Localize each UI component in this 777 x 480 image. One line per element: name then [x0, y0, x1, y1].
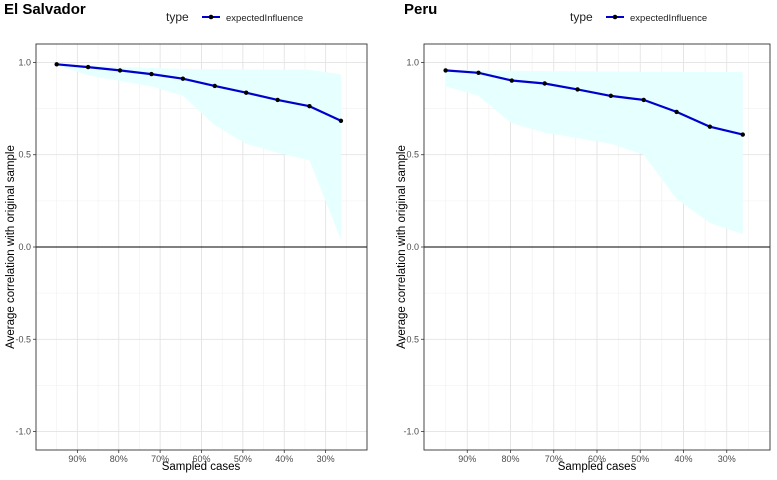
legend: type expectedInfluence — [570, 10, 707, 24]
x-tick-label: 70% — [545, 454, 563, 464]
data-point — [476, 70, 481, 75]
x-tick-label: 80% — [110, 454, 128, 464]
data-point — [575, 87, 580, 92]
x-tick-label: 60% — [588, 454, 606, 464]
y-tick-label: -0.5 — [403, 334, 419, 344]
series-line — [56, 63, 342, 122]
y-tick-label: 0.0 — [406, 242, 419, 252]
data-point — [509, 78, 514, 83]
y-tick-label: 0.5 — [18, 150, 31, 160]
y-tick-label: 1.0 — [18, 57, 31, 67]
data-point — [443, 68, 448, 73]
data-point — [307, 103, 312, 109]
data-point — [117, 68, 123, 73]
data-point — [674, 109, 679, 115]
confidence-band — [445, 69, 743, 235]
y-axis-title: Average correlation with original sample — [396, 145, 408, 349]
x-axis-title: Sampled cases — [162, 461, 241, 473]
legend-key-point — [612, 14, 618, 20]
series-line — [445, 69, 744, 136]
x-tick-label: 30% — [718, 454, 736, 464]
data-point — [149, 71, 154, 77]
data-point — [707, 124, 713, 129]
legend-title: type — [570, 10, 593, 24]
legend-title: type — [166, 10, 189, 24]
legend-label: expectedInfluence — [226, 13, 303, 24]
y-tick-label: -1.0 — [403, 427, 419, 437]
data-point — [338, 118, 344, 123]
x-tick-label: 50% — [631, 454, 649, 464]
x-tick-label: 50% — [234, 454, 252, 464]
data-point — [542, 81, 547, 86]
x-tick-label: 70% — [151, 454, 169, 464]
x-tick-label: 30% — [317, 454, 335, 464]
legend-label: expectedInfluence — [630, 13, 707, 24]
y-tick-label: 0.0 — [18, 242, 31, 252]
legend: type expectedInfluence — [166, 10, 303, 24]
x-tick-label: 90% — [458, 454, 476, 464]
panel-title: Peru — [404, 1, 437, 18]
confidence-band — [56, 64, 341, 240]
data-point — [243, 90, 249, 95]
data-point — [180, 76, 186, 81]
y-tick-label: 0.5 — [406, 150, 419, 160]
data-point — [608, 93, 614, 99]
x-tick-label: 60% — [192, 454, 210, 464]
panel-title: El Salvador — [4, 1, 86, 18]
x-tick-label: 80% — [501, 454, 519, 464]
data-point — [54, 62, 59, 67]
x-tick-label: 40% — [674, 454, 692, 464]
x-tick-label: 40% — [275, 454, 293, 464]
y-tick-label: -0.5 — [15, 334, 31, 344]
y-tick-label: 1.0 — [406, 57, 419, 67]
x-axis-title: Sampled cases — [558, 461, 637, 473]
panel-0: El Salvador type expectedInfluence 90% 80% 70… — [4, 1, 368, 473]
data-point — [275, 97, 280, 103]
x-tick-label: 90% — [68, 454, 86, 464]
y-axis-title: Average correlation with original sample — [5, 145, 17, 349]
y-tick-label: -1.0 — [15, 427, 31, 437]
data-point — [212, 83, 217, 89]
panel-1: Peru type expectedInfluence 90% 80% 70% 60% 50%… — [396, 1, 771, 473]
legend-key-point — [208, 14, 214, 20]
data-point — [641, 97, 646, 103]
data-point — [740, 132, 745, 137]
data-point — [85, 64, 91, 70]
